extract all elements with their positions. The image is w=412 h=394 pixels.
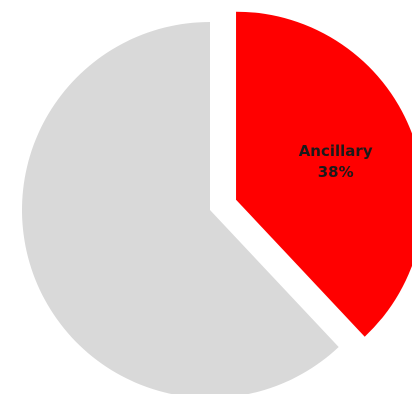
pie-slice-0 — [236, 11, 412, 337]
pie-labels: Ancillary 38% — [299, 142, 373, 181]
pie-slice-value-label: 38% — [318, 163, 354, 181]
pie-slice-label: Ancillary — [299, 142, 373, 160]
pie-slice-1 — [22, 22, 339, 394]
pie-slices — [22, 11, 412, 394]
